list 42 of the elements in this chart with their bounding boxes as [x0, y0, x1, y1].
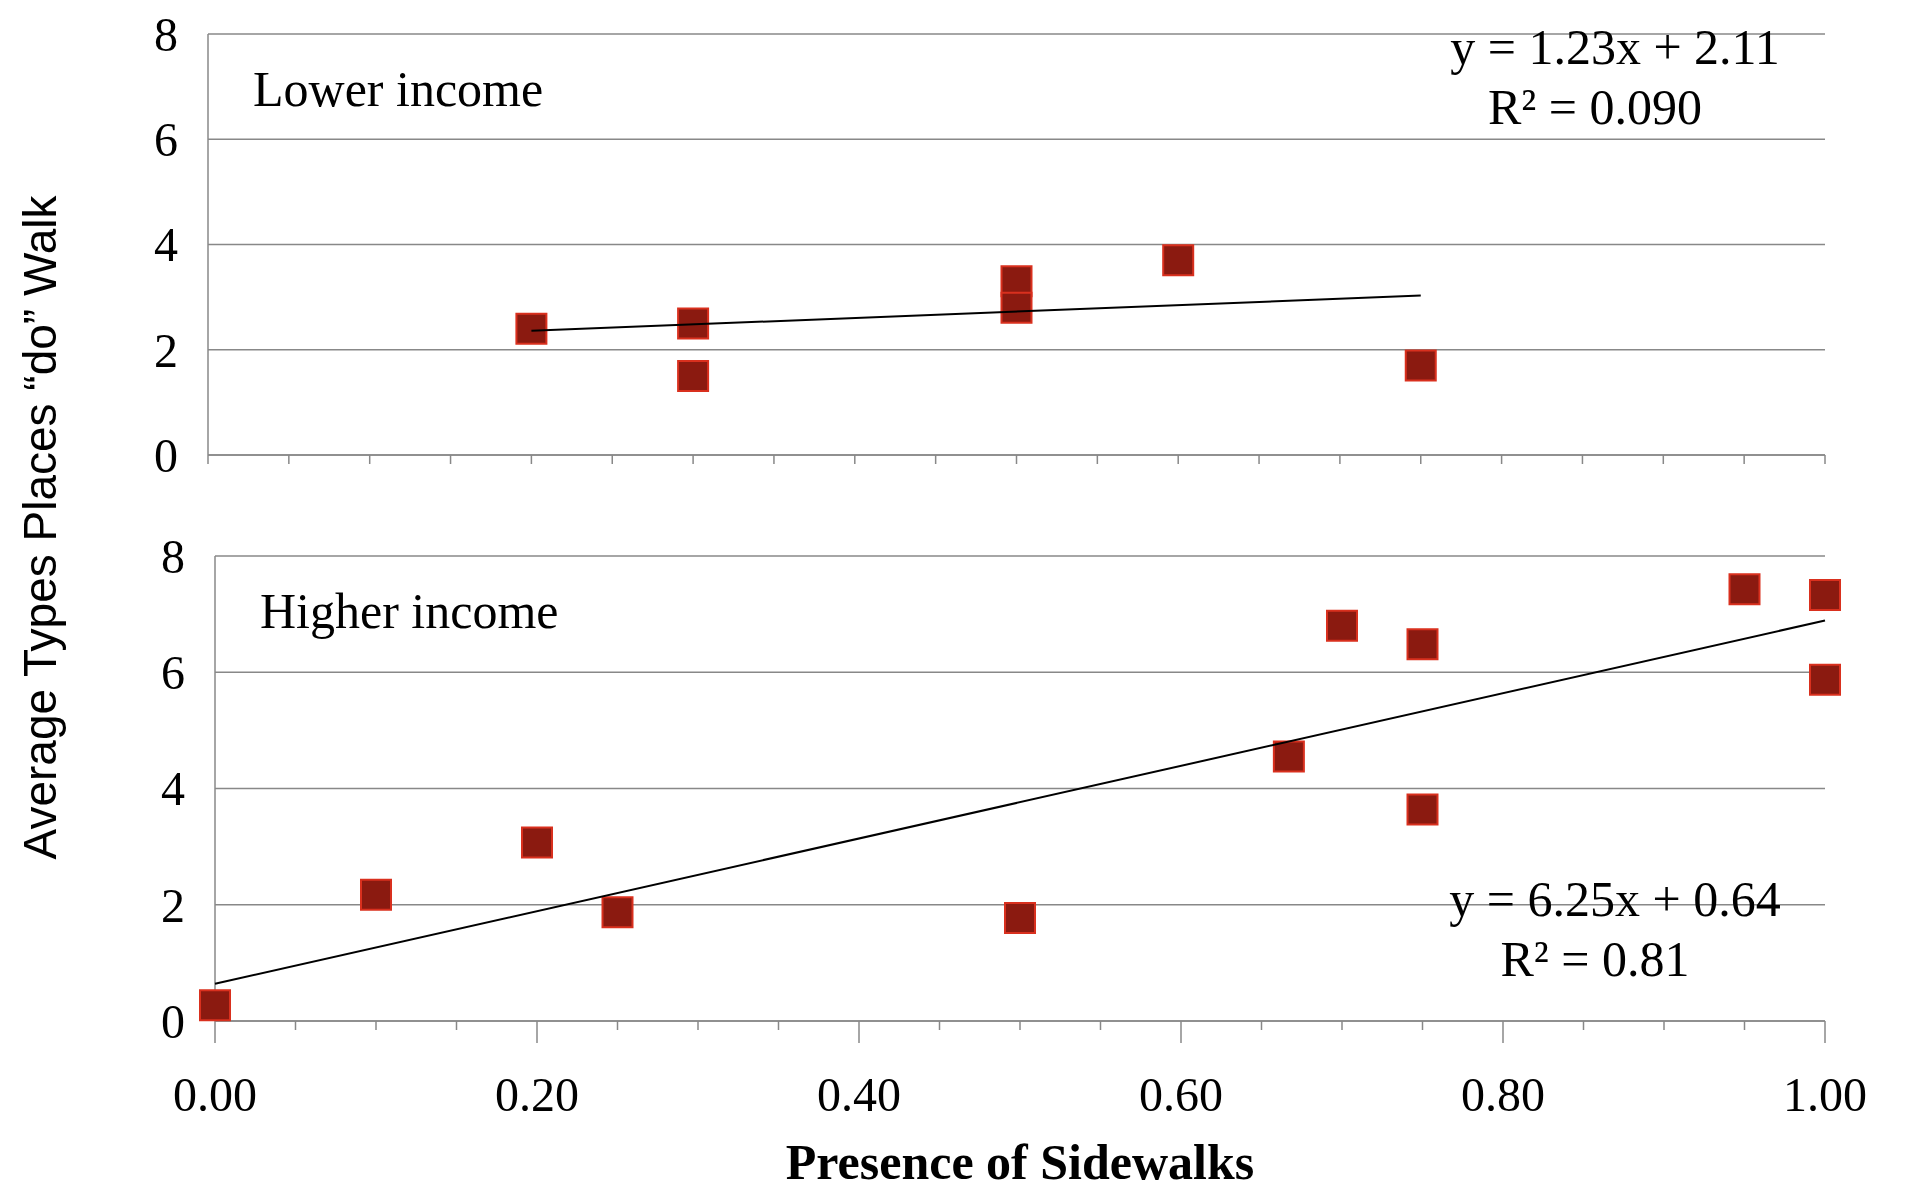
x-axis-title: Presence of Sidewalks	[785, 1134, 1255, 1190]
y-tick-label: 6	[161, 646, 185, 700]
point	[1000, 291, 1033, 324]
x-tick-label: 1.00	[1783, 1068, 1867, 1121]
point	[1162, 244, 1195, 277]
y-tick-label: 2	[161, 878, 185, 932]
point	[677, 360, 710, 393]
point	[1272, 740, 1305, 773]
point	[1809, 663, 1841, 696]
point	[1004, 902, 1036, 935]
point	[1406, 793, 1439, 826]
y-tick-label: 4	[154, 218, 178, 272]
point	[1326, 609, 1358, 642]
y-tick-label: 2	[154, 323, 178, 377]
y-tick-label: 4	[161, 762, 185, 816]
point	[360, 878, 392, 911]
point	[1809, 578, 1841, 611]
point	[1406, 628, 1439, 661]
point	[601, 896, 634, 929]
point	[521, 826, 553, 859]
y-tick-label: 6	[154, 113, 178, 167]
point	[1404, 349, 1437, 382]
x-tick-label: 0.40	[817, 1068, 901, 1121]
point	[1728, 573, 1761, 606]
annotation: R² = 0.81	[1500, 931, 1690, 987]
annotation: Lower income	[253, 61, 544, 117]
point	[515, 312, 548, 345]
point	[199, 989, 231, 1022]
x-tick-label: 0.00	[173, 1068, 257, 1121]
annotation: y = 1.23x + 2.11	[1450, 19, 1780, 75]
annotation: R² = 0.090	[1487, 79, 1703, 135]
x-tick-label: 0.20	[495, 1068, 579, 1121]
point	[677, 307, 710, 340]
y-tick-label: 0	[154, 428, 178, 482]
y-tick-label: 8	[154, 7, 178, 61]
annotation: y = 6.25x + 0.64	[1449, 871, 1781, 927]
y-tick-label: 8	[161, 529, 185, 583]
y-tick-label: 0	[161, 994, 185, 1048]
x-tick-label: 0.60	[1139, 1068, 1223, 1121]
y-axis-title: Average Types Places “do” Walk	[14, 194, 66, 860]
x-tick-label: 0.80	[1461, 1068, 1545, 1121]
annotation: Higher income	[260, 583, 559, 639]
